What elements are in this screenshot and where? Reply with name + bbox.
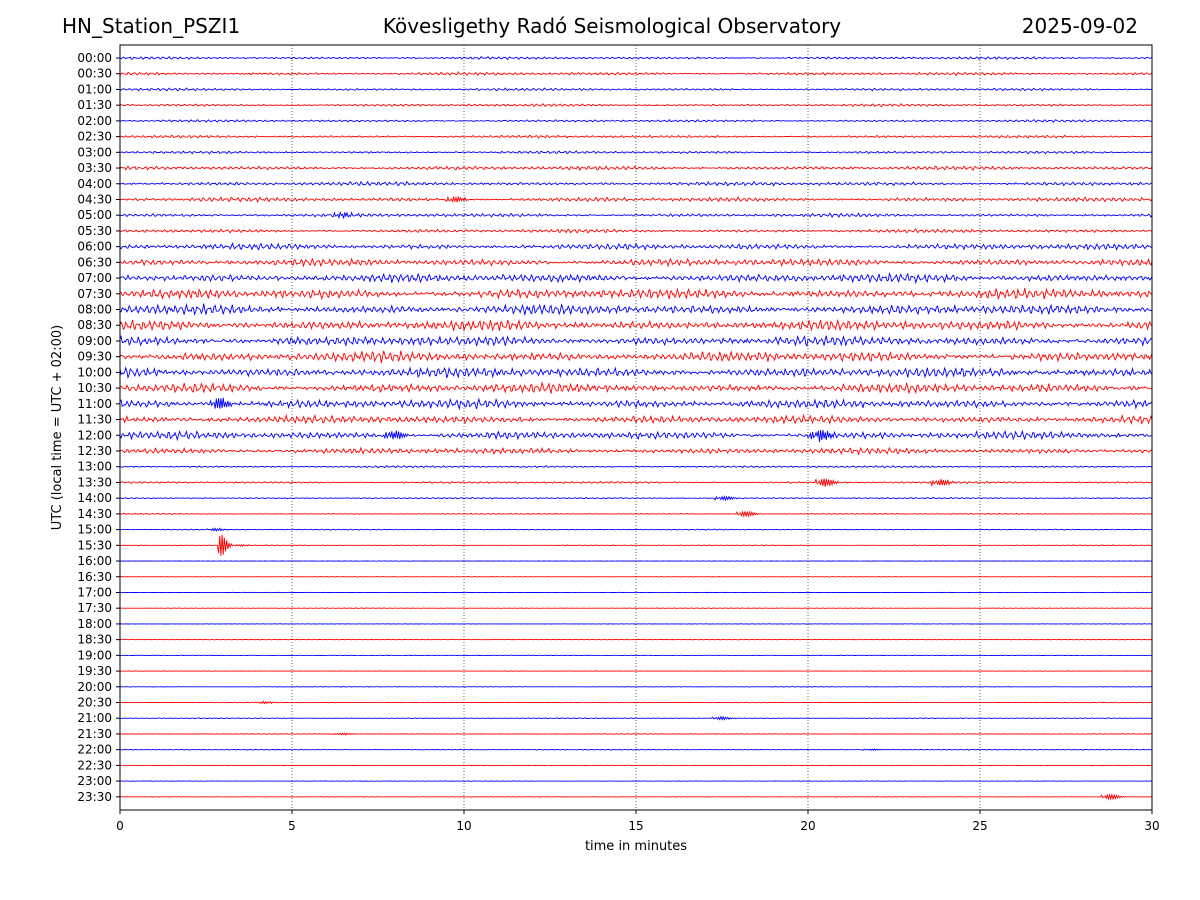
trace-0100 [120, 87, 1152, 92]
y-tick-label: 20:30 [77, 696, 112, 710]
trace-1530 [120, 534, 1152, 556]
y-tick-label: 09:30 [77, 350, 112, 364]
trace-1330 [120, 478, 1152, 488]
y-tick-label: 18:30 [77, 633, 112, 647]
y-tick-label: 17:00 [77, 585, 112, 599]
y-tick-label: 15:30 [77, 538, 112, 552]
y-tick-label: 00:00 [77, 51, 112, 65]
y-tick-label: 00:30 [77, 67, 112, 81]
y-tick-label: 02:00 [77, 114, 112, 128]
trace-2200 [120, 748, 1152, 752]
x-tick-label: 30 [1144, 819, 1159, 833]
trace-2330 [120, 792, 1152, 801]
y-tick-label: 05:00 [77, 208, 112, 222]
y-tick-label: 05:30 [77, 224, 112, 238]
x-tick-label: 20 [800, 819, 815, 833]
y-tick-label: 06:30 [77, 255, 112, 269]
y-tick-label: 02:30 [77, 130, 112, 144]
y-tick-label: 11:30 [77, 413, 112, 427]
y-tick-label: 08:30 [77, 318, 112, 332]
trace-0530 [120, 228, 1152, 234]
trace-0930 [120, 350, 1152, 364]
observatory-title: Kövesligethy Radó Seismological Observat… [382, 14, 842, 38]
station-title: HN_Station_PSZI1 [62, 14, 241, 38]
x-tick-label: 5 [288, 819, 296, 833]
y-tick-label: 01:00 [77, 82, 112, 96]
trace-0030 [120, 71, 1152, 77]
trace-1130 [120, 413, 1152, 425]
y-tick-label: 07:30 [77, 287, 112, 301]
date-title: 2025-09-02 [1021, 14, 1138, 38]
x-tick-label: 25 [972, 819, 987, 833]
y-tick-label: 14:00 [77, 491, 112, 505]
y-tick-label: 22:30 [77, 758, 112, 772]
trace-1300 [120, 465, 1152, 469]
y-tick-label: 15:00 [77, 523, 112, 537]
y-tick-label: 08:00 [77, 303, 112, 317]
y-tick-label: 21:00 [77, 711, 112, 725]
y-tick-label: 20:00 [77, 680, 112, 694]
trace-0730 [120, 287, 1152, 301]
y-tick-label: 17:30 [77, 601, 112, 615]
y-tick-label: 07:00 [77, 271, 112, 285]
trace-1730 [120, 607, 1152, 609]
x-tick-label: 15 [628, 819, 643, 833]
y-tick-label: 04:00 [77, 177, 112, 191]
y-tick-label: 06:00 [77, 240, 112, 254]
y-tick-label: 09:00 [77, 334, 112, 348]
trace-0900 [120, 334, 1152, 348]
y-tick-label: 21:30 [77, 727, 112, 741]
y-tick-label: 01:30 [77, 98, 112, 112]
y-tick-label: 11:00 [77, 397, 112, 411]
trace-1900 [120, 654, 1152, 657]
trace-0700 [120, 272, 1152, 285]
trace-2100 [120, 715, 1152, 721]
y-tick-label: 03:00 [77, 145, 112, 159]
x-axis: 0 5 10 15 20 25 30 [116, 810, 1160, 833]
y-tick-label: 03:30 [77, 161, 112, 175]
x-axis-label: time in minutes [585, 839, 687, 854]
y-tick-label: 23:30 [77, 790, 112, 804]
x-tick-label: 0 [116, 819, 124, 833]
y-tick-label: 18:00 [77, 617, 112, 631]
trace-1700 [120, 591, 1152, 594]
trace-1930 [120, 670, 1152, 672]
y-tick-label: 23:00 [77, 774, 112, 788]
y-tick-label: 13:00 [77, 460, 112, 474]
y-tick-label: 22:00 [77, 743, 112, 757]
grid-layer [291, 45, 981, 810]
y-tick-label: 10:00 [77, 365, 112, 379]
y-tick-label: 12:00 [77, 428, 112, 442]
y-tick-label: 12:30 [77, 444, 112, 458]
y-tick-label: 16:00 [77, 554, 112, 568]
y-tick-label: 14:30 [77, 507, 112, 521]
trace-0500 [120, 210, 1152, 220]
y-tick-label: 04:30 [77, 192, 112, 206]
trace-0300 [120, 150, 1152, 155]
y-tick-label: 19:00 [77, 648, 112, 662]
y-tick-label: 19:30 [77, 664, 112, 678]
y-axis-label: UTC (local time = UTC + 02:00) [50, 325, 65, 530]
trace-1500 [120, 527, 1152, 532]
y-tick-label: 13:30 [77, 475, 112, 489]
y-tick-label: 10:30 [77, 381, 112, 395]
trace-0830 [120, 318, 1152, 332]
x-tick-label: 10 [456, 819, 471, 833]
y-tick-label: 16:30 [77, 570, 112, 584]
trace-2130 [120, 732, 1152, 736]
